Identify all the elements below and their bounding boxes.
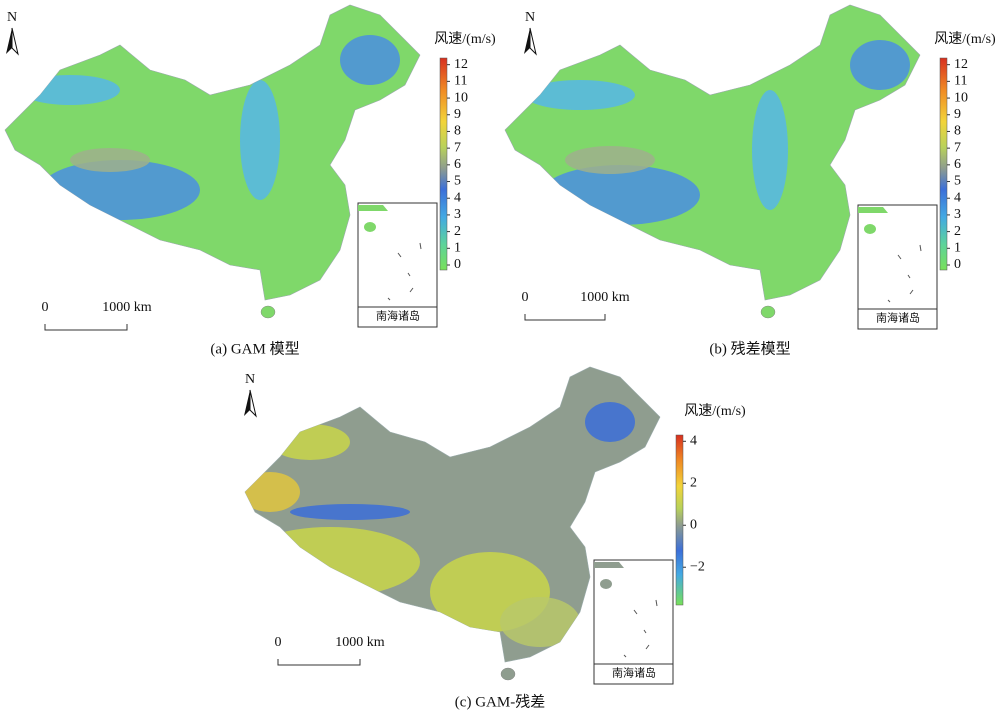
inset-islands <box>623 599 658 658</box>
hainan <box>760 305 776 319</box>
legend-tick-label: −2 <box>690 559 705 574</box>
map-patch <box>245 527 420 597</box>
legend-tick-label: 3 <box>454 207 461 222</box>
panel-caption: (c) GAM-残差 <box>455 693 545 710</box>
legend-tick-label: 1 <box>454 241 461 256</box>
inset-coast <box>858 207 888 213</box>
north-arrow <box>6 28 12 54</box>
inset-label: 南海诸岛 <box>876 311 920 325</box>
inset-frame <box>593 559 674 685</box>
colorbar <box>675 434 684 606</box>
colorbar <box>439 57 448 271</box>
map-patch <box>245 472 300 512</box>
map-patch <box>240 80 280 200</box>
panel-caption: (a) GAM 模型 <box>210 340 299 357</box>
inset-island <box>364 222 376 232</box>
map-patch <box>752 90 788 210</box>
inset-islands <box>387 242 422 301</box>
inset-island <box>864 224 876 234</box>
legend-tick-label: 10 <box>954 90 968 105</box>
north-arrow <box>524 28 530 54</box>
legend-title: 风速/(m/s) <box>934 31 996 47</box>
legend-tick-label: 4 <box>454 190 461 205</box>
legend-tick-label: 5 <box>954 174 961 189</box>
north-arrow-outline <box>249 389 257 418</box>
scale-end: 1000 km <box>335 635 385 650</box>
north-arrow <box>244 390 250 416</box>
legend-tick-label: 4 <box>690 434 697 449</box>
inset-frame <box>857 204 938 330</box>
legend-tick-label: 11 <box>954 74 967 89</box>
inset-islands <box>887 244 922 303</box>
legend-tick-label: 0 <box>690 517 697 532</box>
scale-bar <box>524 314 606 321</box>
legend-tick-label: 7 <box>954 140 961 155</box>
map-patch <box>525 80 635 110</box>
map-patch <box>540 165 700 225</box>
hainan <box>260 305 276 319</box>
scale-start: 0 <box>522 290 529 305</box>
north-arrow-outline <box>11 27 19 56</box>
legend-tick-label: 9 <box>954 107 961 122</box>
map-patch <box>290 504 410 520</box>
inset-coast <box>594 562 624 568</box>
map-patch <box>585 402 635 442</box>
legend-tick-label: 4 <box>954 190 961 205</box>
legend-tick-label: 10 <box>454 90 468 105</box>
scale-start: 0 <box>275 635 282 650</box>
map-patch <box>340 35 400 85</box>
scale-bar <box>277 659 361 666</box>
legend-tick-label: 3 <box>954 207 961 222</box>
legend-title: 风速/(m/s) <box>434 31 496 47</box>
legend-tick-label: 9 <box>454 107 461 122</box>
colorbar <box>939 57 948 271</box>
legend-tick-label: 5 <box>454 174 461 189</box>
legend-tick-label: 12 <box>954 57 968 72</box>
inset-frame <box>357 202 438 328</box>
map-patch <box>270 424 350 460</box>
map-patch <box>20 75 120 105</box>
legend-tick-label: 2 <box>454 224 461 239</box>
legend-tick-label: 0 <box>954 257 961 272</box>
legend-tick-label: 2 <box>690 475 697 490</box>
legend-tick-label: 8 <box>954 124 961 139</box>
north-label: N <box>7 10 17 25</box>
scale-end: 1000 km <box>580 290 630 305</box>
legend-tick-label: 7 <box>454 140 461 155</box>
inset-coast <box>358 205 388 211</box>
legend-tick-label: 2 <box>954 224 961 239</box>
hainan <box>500 667 516 681</box>
legend-tick-label: 0 <box>454 257 461 272</box>
legend-tick-label: 6 <box>954 157 961 172</box>
legend-tick-label: 12 <box>454 57 468 72</box>
inset-label: 南海诸岛 <box>376 309 420 323</box>
panel-caption: (b) 残差模型 <box>709 340 790 357</box>
map-patch <box>500 597 580 647</box>
legend-tick-label: 6 <box>454 157 461 172</box>
legend-title: 风速/(m/s) <box>684 403 746 419</box>
scale-end: 1000 km <box>102 300 152 315</box>
legend-tick-label: 11 <box>454 74 467 89</box>
inset-island <box>600 579 612 589</box>
north-label: N <box>245 372 255 387</box>
north-arrow-outline <box>529 27 537 56</box>
map-patch <box>850 40 910 90</box>
north-label: N <box>525 10 535 25</box>
legend-tick-label: 1 <box>954 241 961 256</box>
scale-bar <box>44 324 128 331</box>
legend-tick-label: 8 <box>454 124 461 139</box>
map-patch <box>565 146 655 174</box>
scale-start: 0 <box>42 300 49 315</box>
inset-label: 南海诸岛 <box>612 666 656 680</box>
map-patch <box>70 148 150 172</box>
